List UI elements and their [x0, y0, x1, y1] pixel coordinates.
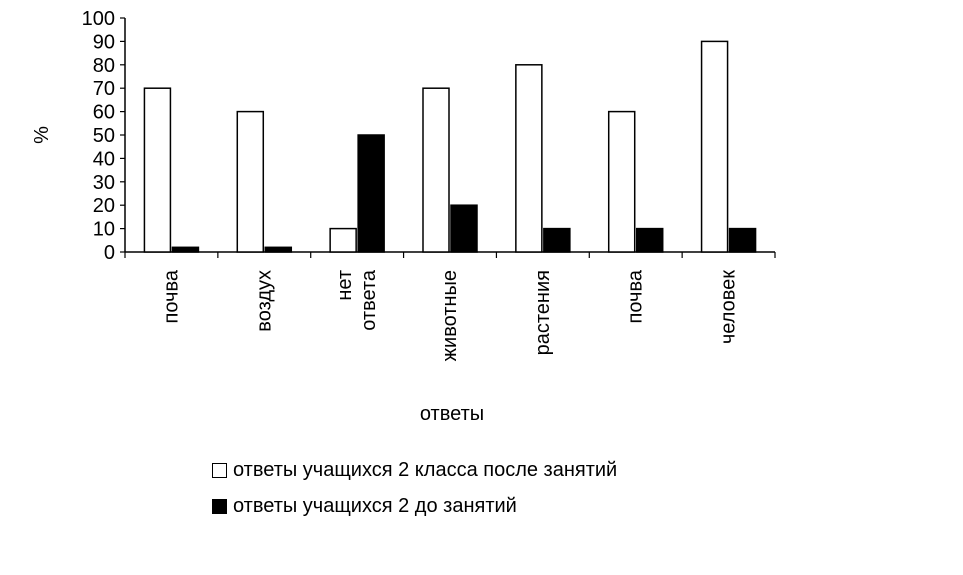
category-label: животные — [439, 270, 461, 361]
legend-label-before: ответы учащихся 2 до занятий — [233, 495, 517, 517]
bar-after — [700, 40, 729, 253]
bar-before — [264, 246, 293, 253]
y-tick-label: 90 — [93, 31, 115, 53]
bar-before — [450, 204, 478, 253]
legend-item-before: ответы учащихся 2 до занятий — [212, 488, 617, 524]
legend-item-after: ответы учащихся 2 класса после занятий — [212, 452, 617, 488]
bar-before — [171, 246, 200, 253]
category-label: человек — [718, 270, 740, 344]
category-label: нет — [334, 270, 356, 301]
bar-after — [236, 110, 265, 253]
y-tick-label: 60 — [93, 102, 115, 124]
y-tick-label: 80 — [93, 55, 115, 77]
y-axis-title: % — [31, 126, 53, 144]
category-label: ответа — [358, 269, 380, 331]
legend-label-after: ответы учащихся 2 класса после занятий — [233, 459, 618, 481]
legend: ответы учащихся 2 класса после занятий о… — [212, 452, 617, 524]
y-tick-label: 40 — [93, 148, 115, 170]
bar-before — [357, 134, 385, 253]
bar-after — [607, 110, 636, 253]
x-axis-title: ответы — [420, 403, 484, 425]
y-tick-label: 0 — [104, 242, 115, 264]
y-tick-label: 10 — [93, 219, 115, 241]
y-tick-label: 20 — [93, 195, 115, 217]
bar-after — [329, 227, 357, 253]
bar-before — [543, 227, 571, 253]
bar-after — [422, 87, 450, 253]
y-tick-label: 30 — [93, 172, 115, 194]
category-label: почва — [625, 269, 647, 323]
category-label: почва — [160, 269, 182, 323]
bar-after — [143, 87, 172, 253]
legend-swatch-after — [212, 462, 227, 478]
legend-swatch-before — [212, 498, 227, 514]
bar-before — [635, 227, 664, 253]
y-tick-label: 50 — [93, 125, 115, 147]
category-label: воздух — [253, 270, 275, 332]
bar-after — [515, 64, 543, 253]
y-tick-label: 100 — [82, 8, 115, 30]
category-label: растения — [532, 270, 554, 355]
y-tick-label: 70 — [93, 78, 115, 100]
bar-before — [728, 227, 757, 253]
